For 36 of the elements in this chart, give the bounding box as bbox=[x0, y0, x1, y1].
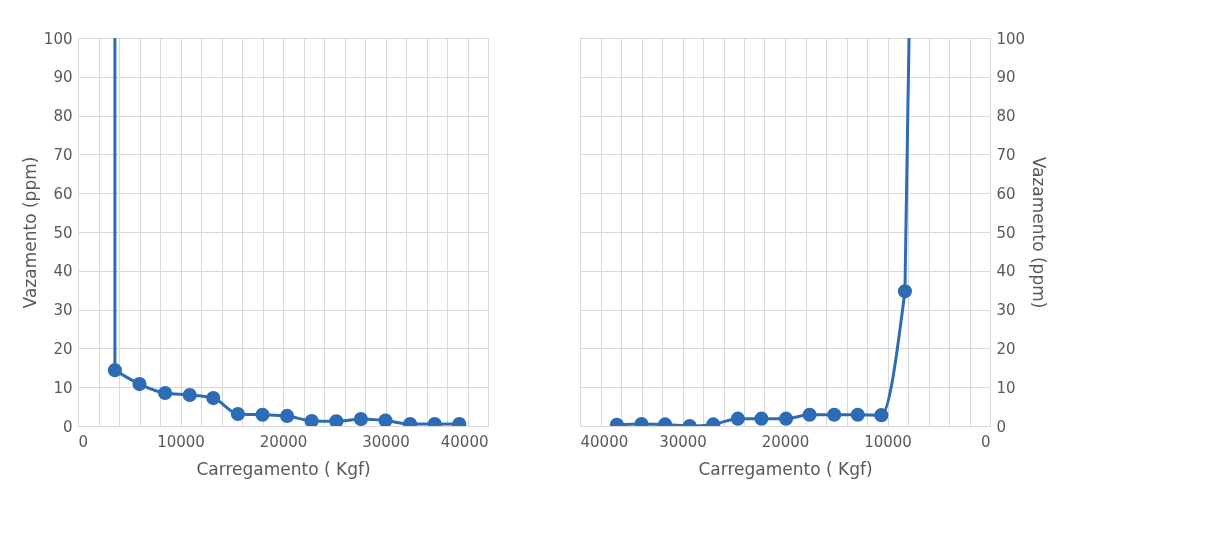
y2-tick-label: 10 bbox=[996, 378, 1016, 397]
y2-tick-label: 30 bbox=[996, 301, 1016, 320]
y2-tick-label: 60 bbox=[996, 184, 1016, 203]
y-tick-label: 50 bbox=[53, 223, 73, 242]
y-tick-label: 70 bbox=[53, 145, 73, 164]
x-axis-title: Carregamento ( Kgf) bbox=[698, 458, 873, 479]
x-tick-label: 10000 bbox=[157, 432, 205, 451]
y2-axis-title: Vazamento (ppm) bbox=[1029, 156, 1050, 309]
y-tick-label: 90 bbox=[53, 68, 73, 87]
x-tick-label: 20000 bbox=[259, 432, 308, 451]
y-tick-label: 30 bbox=[53, 301, 73, 320]
y2-tick-label: 70 bbox=[996, 145, 1016, 164]
x-axis-title: Carregamento ( Kgf) bbox=[196, 458, 371, 479]
y-tick-label: 40 bbox=[53, 262, 73, 281]
x-tick-label: 10000 bbox=[864, 432, 912, 451]
x-tick-label: 20000 bbox=[761, 432, 810, 451]
y-tick-label: 60 bbox=[53, 184, 73, 203]
x-tick-label: 0 bbox=[980, 432, 991, 451]
y-axis-title: Vazamento (ppm) bbox=[19, 156, 40, 309]
y-tick-label: 100 bbox=[43, 29, 73, 48]
x-tick-label: 40000 bbox=[440, 432, 489, 451]
y2-tick-label: 90 bbox=[996, 68, 1016, 87]
y2-tick-label: 80 bbox=[996, 107, 1016, 126]
y2-tick-label: 50 bbox=[996, 223, 1016, 242]
x-tick-label: 30000 bbox=[659, 432, 707, 451]
y-tick-label: 20 bbox=[53, 339, 73, 358]
y2-tick-label: 100 bbox=[996, 29, 1026, 48]
y-tick-label: 0 bbox=[62, 417, 73, 436]
x-tick-label: 40000 bbox=[580, 432, 629, 451]
y-tick-label: 80 bbox=[53, 107, 73, 126]
y-tick-label: 10 bbox=[53, 378, 73, 397]
y2-tick-label: 40 bbox=[996, 262, 1016, 281]
y2-tick-label: 0 bbox=[996, 417, 1007, 436]
y2-tick-label: 20 bbox=[996, 339, 1016, 358]
x-tick-label: 30000 bbox=[362, 432, 410, 451]
x-tick-label: 0 bbox=[78, 432, 89, 451]
